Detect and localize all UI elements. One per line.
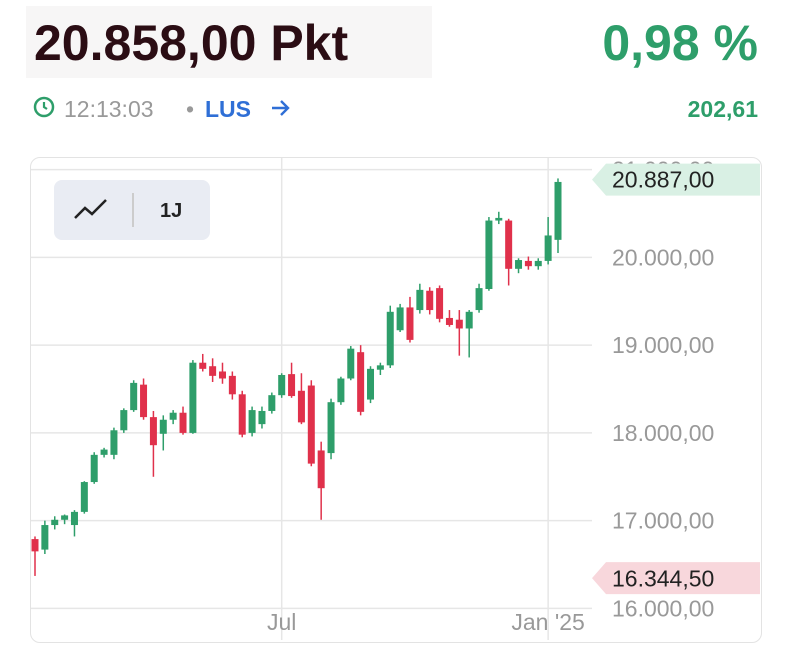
candle-body: [80, 482, 88, 512]
candle-body: [110, 430, 118, 455]
y-tick-label: 20.000,00: [612, 244, 714, 270]
candle-body: [61, 515, 69, 520]
candle-body: [327, 402, 335, 454]
candle-body: [268, 395, 276, 411]
candle-body: [209, 366, 217, 376]
price-marker-label: 16.344,50: [612, 565, 714, 591]
candle-body: [475, 288, 483, 311]
candle-body: [455, 319, 463, 329]
candle-body: [396, 307, 404, 331]
candle-body: [140, 384, 148, 418]
candle-body: [189, 362, 197, 433]
y-tick-label: 18.000,00: [612, 420, 714, 446]
candle-body: [505, 220, 513, 269]
candle-body: [130, 382, 138, 411]
x-tick-label: Jul: [267, 609, 296, 635]
candle-body: [90, 454, 98, 483]
candle-body: [465, 311, 473, 329]
candle-body: [544, 235, 552, 261]
candle-body: [307, 385, 315, 464]
candle-body: [41, 525, 49, 550]
x-tick-label: Jan '25: [511, 609, 584, 635]
candle-body: [120, 410, 128, 431]
candle-body: [367, 368, 375, 400]
candle-body: [495, 217, 503, 221]
candle-body: [100, 449, 108, 455]
candle-body: [337, 378, 345, 403]
candle-body: [199, 362, 207, 369]
y-tick-label: 19.000,00: [612, 332, 714, 358]
y-tick-label: 16.000,00: [612, 595, 714, 621]
candle-body: [238, 394, 246, 435]
exchange-link[interactable]: LUS: [205, 96, 251, 122]
candle-body: [248, 410, 256, 433]
divider: [132, 193, 134, 227]
range-toggle[interactable]: 1J: [54, 180, 210, 240]
candle-body: [406, 307, 414, 340]
candle-body: [386, 311, 394, 366]
candle-body: [278, 374, 286, 396]
candle-body: [376, 365, 384, 370]
candle-body: [51, 519, 59, 526]
change-abs: 202,61: [687, 96, 758, 122]
candle-body: [485, 220, 493, 289]
candle-body: [357, 352, 365, 412]
candle-body: [169, 412, 177, 420]
candle-body: [258, 410, 266, 425]
arrow-icon[interactable]: [268, 96, 294, 120]
price-marker: [592, 163, 760, 196]
candle-body: [228, 375, 236, 395]
candle-body: [445, 317, 453, 325]
y-tick-label: 17.000,00: [612, 508, 714, 534]
price: 20.858,00 Pkt: [34, 15, 349, 71]
chart-frame: [30, 157, 762, 643]
candle-body: [218, 371, 226, 379]
price-bg: [26, 6, 432, 78]
candle-body: [347, 348, 355, 379]
range-label[interactable]: 1J: [160, 200, 183, 222]
clock-icon: [33, 96, 55, 118]
candle-body: [149, 417, 157, 446]
separator: •: [186, 96, 195, 122]
candle-body: [534, 260, 542, 267]
candle-body: [515, 260, 523, 269]
price-marker: [592, 562, 760, 595]
price-marker-label: 20.887,00: [612, 167, 714, 193]
candle-body: [436, 288, 444, 319]
candle-body: [159, 419, 167, 434]
line-icon[interactable]: [72, 196, 112, 224]
candle-body: [426, 290, 434, 311]
candle-body: [288, 374, 296, 397]
candle-body: [554, 181, 562, 240]
time: 12:13:03: [64, 96, 154, 122]
candle-body: [31, 539, 39, 552]
candle-body: [317, 450, 325, 489]
candle-body: [524, 260, 532, 267]
candle-body: [416, 289, 424, 311]
candle-body: [179, 412, 187, 433]
change-pct: 0,98 %: [602, 15, 758, 71]
candle-body: [70, 511, 78, 526]
candle-body: [297, 390, 305, 423]
